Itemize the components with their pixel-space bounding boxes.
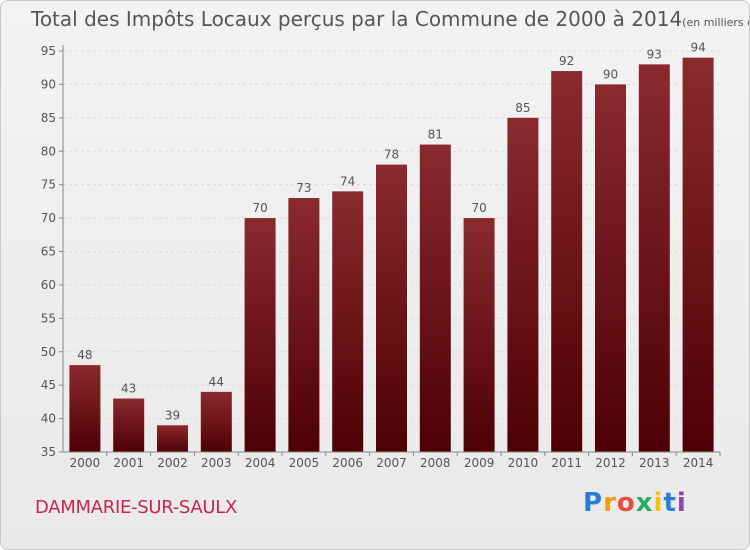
bar-2010 (507, 117, 539, 452)
bar-2013 (638, 64, 670, 452)
logo-letter: i (653, 488, 664, 518)
y-tick-label-65: 65 (41, 245, 56, 259)
y-tick-label-95: 95 (41, 44, 56, 58)
bar-2000 (69, 365, 101, 452)
chart-title: Total des Impôts Locaux perçus par la Co… (31, 7, 749, 31)
data-label-2003: 44 (209, 375, 224, 389)
y-tick-label-85: 85 (41, 111, 56, 125)
y-tick-label-50: 50 (41, 345, 56, 359)
data-label-2010: 85 (515, 101, 530, 115)
x-tick-label-2006: 2006 (332, 456, 363, 470)
axis-layer: 35 40 45 50 55 60 65 70 75 80 85 90 95 2000 2001 2002 20… (41, 44, 721, 470)
x-tick-label-2011: 2011 (551, 456, 582, 470)
y-tick-label-90: 90 (41, 77, 56, 91)
y-tick-label-45: 45 (41, 378, 56, 392)
data-label-2008: 81 (428, 128, 443, 142)
x-tick-label-2002: 2002 (157, 456, 188, 470)
y-tick-label-35: 35 (41, 445, 56, 459)
bar-2012 (595, 84, 626, 453)
commune-name: DAMMARIE-SUR-SAULX (35, 497, 237, 518)
x-tick-label-2007: 2007 (376, 456, 407, 470)
y-tick-label-40: 40 (41, 412, 56, 426)
bar-2014 (682, 57, 714, 452)
logo-letter: t (663, 488, 677, 518)
bar-2006 (332, 191, 364, 452)
x-tick-label-2001: 2001 (113, 456, 144, 470)
y-tick-label-80: 80 (41, 144, 56, 158)
data-label-2007: 78 (384, 148, 399, 162)
y-tick-label-55: 55 (41, 311, 56, 325)
x-tick-label-2010: 2010 (508, 456, 539, 470)
bar-2005 (288, 198, 320, 452)
x-tick-label-2013: 2013 (639, 456, 670, 470)
data-label-2012: 90 (603, 67, 618, 81)
proxiti-logo: Proxiti (583, 488, 687, 518)
chart-title-main: Total des Impôts Locaux perçus par la Co… (31, 7, 683, 31)
logo-letter: x (635, 488, 654, 518)
bar-2007 (376, 164, 407, 452)
data-label-2004: 70 (252, 201, 267, 215)
data-label-2013: 93 (647, 47, 662, 61)
bar-2002 (157, 425, 188, 452)
y-tick-label-75: 75 (41, 178, 56, 192)
data-label-2014: 94 (690, 41, 705, 55)
x-tick-label-2004: 2004 (245, 456, 276, 470)
bars-layer (69, 57, 714, 453)
x-tick-label-2014: 2014 (683, 456, 714, 470)
y-tick-label-70: 70 (41, 211, 56, 225)
bar-2004 (244, 218, 276, 452)
x-tick-label-2008: 2008 (420, 456, 451, 470)
data-label-2000: 48 (77, 348, 92, 362)
x-tick-label-2012: 2012 (595, 456, 626, 470)
logo-letter: P (583, 488, 604, 518)
bar-2008 (419, 144, 451, 453)
bar-2003 (200, 391, 232, 452)
bar-2001 (113, 398, 145, 452)
x-tick-label-2003: 2003 (201, 456, 232, 470)
data-label-2006: 74 (340, 174, 355, 188)
x-tick-label-2005: 2005 (289, 456, 320, 470)
labels-layer: 48 43 39 44 70 73 74 78 81 70 85 92 90 93 94 (77, 41, 705, 423)
data-label-2011: 92 (559, 54, 574, 68)
y-tick-label-60: 60 (41, 278, 56, 292)
data-label-2009: 70 (471, 201, 486, 215)
data-label-2002: 39 (165, 408, 180, 422)
bar-2009 (463, 218, 495, 452)
logo-letter: i (676, 488, 687, 518)
x-tick-label-2000: 2000 (70, 456, 101, 470)
data-label-2005: 73 (296, 181, 311, 195)
logo-letter: o (616, 488, 636, 518)
bar-2011 (551, 71, 583, 453)
data-label-2001: 43 (121, 382, 136, 396)
chart-title-unit: (en milliers d'€) (682, 16, 749, 29)
logo-letter: r (603, 488, 617, 518)
x-tick-label-2009: 2009 (464, 456, 495, 470)
